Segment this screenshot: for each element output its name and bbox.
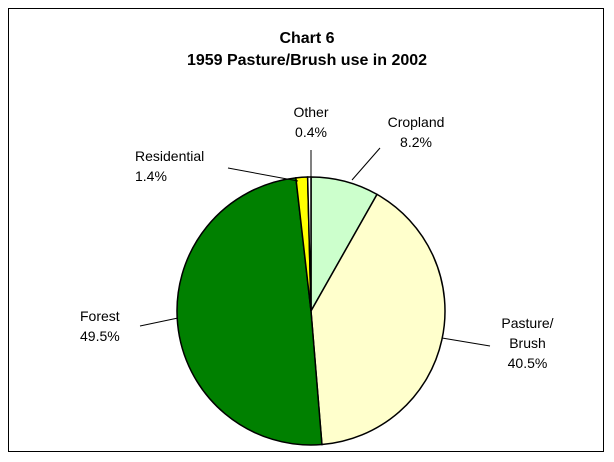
leader-line [227, 167, 299, 182]
chart-frame [8, 8, 604, 452]
slice-value-label: 8.2% [400, 134, 432, 150]
slice-value-label: 1.4% [135, 168, 167, 184]
slice-label: Forest [80, 308, 120, 324]
slice-label: Pasture/ Brush [501, 315, 554, 351]
pie-slice [310, 193, 446, 446]
leader-line [139, 317, 179, 327]
chart-subtitle: 1959 Pasture/Brush use in 2002 [186, 52, 428, 69]
pie-slice [176, 177, 323, 446]
slice-label: Other [293, 104, 329, 120]
leader-line [351, 147, 381, 181]
slice-value-label: 0.4% [295, 124, 327, 140]
slice-label: Cropland [387, 114, 445, 130]
leader-line [441, 337, 491, 347]
chart-title: Chart 6 [279, 30, 335, 47]
slice-label: Residential [135, 148, 205, 164]
slice-value-label: 49.5% [80, 328, 120, 344]
slice-value-label: 40.5% [507, 355, 548, 371]
